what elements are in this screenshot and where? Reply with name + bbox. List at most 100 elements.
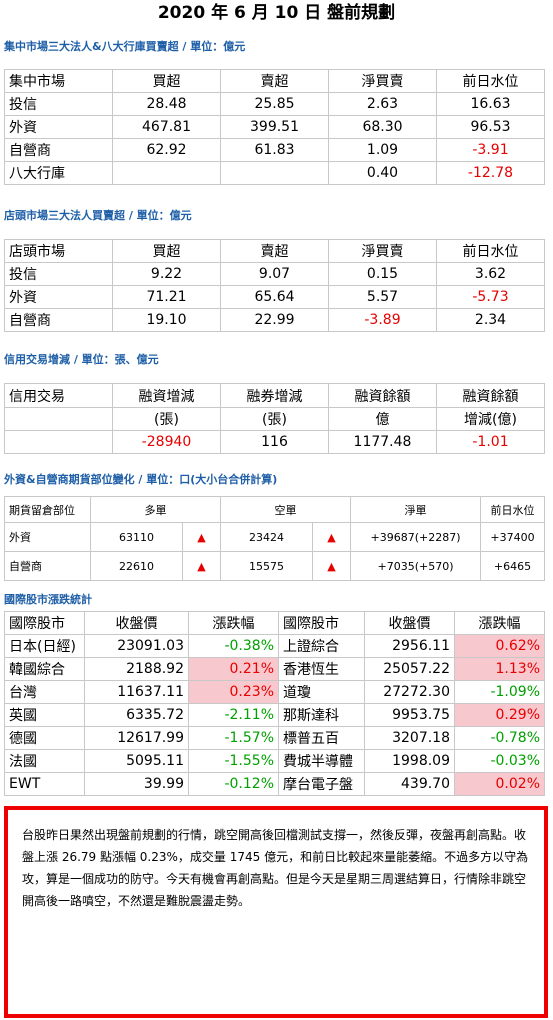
header-cell: 融資餘額: [328, 383, 437, 408]
unit-cell: (張): [112, 407, 221, 431]
header-cell: 買超: [112, 239, 221, 263]
header-cell: 國際股市: [4, 611, 85, 635]
table-row: 投信 28.48 25.85 2.63 16.63: [4, 92, 545, 116]
net-cell: 0.40: [328, 161, 437, 185]
prev-cell: 16.63: [436, 92, 545, 116]
change-cell: 0.23%: [188, 680, 279, 704]
up-triangle-icon: ▲: [312, 522, 351, 552]
row-label: 外資: [4, 522, 91, 552]
market-name: 摩台電子盤: [278, 772, 365, 796]
net-cell: +7035(+570): [350, 551, 481, 581]
table-row: 德國 12617.99 -1.57% 標普五百 3207.18 -0.78%: [4, 726, 545, 750]
table-row: 外資 467.81 399.51 68.30 96.53: [4, 115, 545, 139]
table-row: 韓國綜合 2188.92 0.21% 香港恆生 25057.22 1.13%: [4, 657, 545, 681]
long-cell: 63110: [90, 522, 183, 552]
header-cell: 國際股市: [278, 611, 365, 635]
table-row: 外資 71.21 65.64 5.57 -5.73: [4, 285, 545, 309]
sell-cell: 65.64: [220, 285, 329, 309]
prev-cell: 96.53: [436, 115, 545, 139]
header-cell: 集中市場: [4, 69, 113, 93]
header-cell: 淨單: [350, 496, 481, 523]
otc-market-table: 店頭市場 買超 賣超 淨買賣 前日水位 投信 9.22 9.07 0.15 3.…: [4, 239, 545, 332]
change-cell: -1.55%: [188, 749, 279, 773]
net-cell: 0.15: [328, 262, 437, 286]
prev-cell: -3.91: [436, 138, 545, 162]
change-cell: -1.57%: [188, 726, 279, 750]
prev-cell: -5.73: [436, 285, 545, 309]
sell-cell: 9.07: [220, 262, 329, 286]
row-label: 外資: [4, 115, 113, 139]
header-cell: 買超: [112, 69, 221, 93]
unit-cell: 增減(億): [436, 407, 545, 431]
market-name: 英國: [4, 703, 85, 727]
buy-cell: 71.21: [112, 285, 221, 309]
sell-cell: 399.51: [220, 115, 329, 139]
market-name: 香港恆生: [278, 657, 365, 681]
close-cell: 5095.11: [84, 749, 189, 773]
change-cell: 1.13%: [454, 657, 545, 681]
header-cell: 多單: [90, 496, 221, 523]
up-triangle-icon: ▲: [312, 551, 351, 581]
prev-cell: 2.34: [436, 308, 545, 332]
buy-cell: 467.81: [112, 115, 221, 139]
futures-positions-table: 期貨留倉部位 多單 空單 淨單 前日水位 外資 63110 ▲ 23424 ▲ …: [4, 496, 545, 581]
sell-cell: 61.83: [220, 138, 329, 162]
prev-cell: +37400: [480, 522, 545, 552]
change-cell: -0.03%: [454, 749, 545, 773]
header-cell: 淨買賣: [328, 239, 437, 263]
close-cell: 12617.99: [84, 726, 189, 750]
table-row: 法國 5095.11 -1.55% 費城半導體 1998.09 -0.03%: [4, 749, 545, 773]
header-cell: 漲跌幅: [454, 611, 545, 635]
close-cell: 439.70: [364, 772, 455, 796]
margin-section-heading: 信用交易增減 / 單位：張、億元: [4, 353, 159, 366]
market-name: 法國: [4, 749, 85, 773]
international-markets-table: 國際股市 收盤價 漲跌幅 國際股市 收盤價 漲跌幅 日本(日經) 23091.0…: [4, 611, 545, 796]
net-cell: -3.89: [328, 308, 437, 332]
close-cell: 2188.92: [84, 657, 189, 681]
net-cell: 5.57: [328, 285, 437, 309]
futures-section-heading: 外資&自營商期貨部位變化 / 單位：口(大小台合併計算): [4, 473, 278, 486]
market-name: EWT: [4, 772, 85, 796]
sell-cell: [220, 161, 329, 185]
otc-section-heading: 店頭市場三大法人買賣超 / 單位：億元: [4, 209, 192, 222]
close-cell: 9953.75: [364, 703, 455, 727]
row-label: 投信: [4, 92, 113, 116]
sell-cell: 22.99: [220, 308, 329, 332]
up-triangle-icon: ▲: [182, 551, 221, 581]
market-name: 費城半導體: [278, 749, 365, 773]
close-cell: 1998.09: [364, 749, 455, 773]
header-cell: 前日水位: [436, 239, 545, 263]
change-cell: 0.02%: [454, 772, 545, 796]
table-row: 台灣 11637.11 0.23% 道瓊 27272.30 -1.09%: [4, 680, 545, 704]
header-cell: 前日水位: [436, 69, 545, 93]
table-row: 自營商 19.10 22.99 -3.89 2.34: [4, 308, 545, 332]
header-cell: 融資增減: [112, 383, 221, 408]
row-label: 自營商: [4, 551, 91, 581]
commentary-text: 台股昨日果然出現盤前規劃的行情，跳空開高後回檔測試支撐一，然後反彈，夜盤再創高點…: [22, 828, 529, 908]
buy-cell: 28.48: [112, 92, 221, 116]
buy-cell: 9.22: [112, 262, 221, 286]
close-cell: 39.99: [84, 772, 189, 796]
net-cell: 1.09: [328, 138, 437, 162]
unit-cell: 億: [328, 407, 437, 431]
buy-cell: [112, 161, 221, 185]
short-cell: 23424: [220, 522, 313, 552]
close-cell: 6335.72: [84, 703, 189, 727]
table-row: 外資 63110 ▲ 23424 ▲ +39687(+2287) +37400: [4, 522, 545, 552]
market-name: 標普五百: [278, 726, 365, 750]
market-name: 台灣: [4, 680, 85, 704]
intl-section-heading: 國際股市漲跌統計: [4, 593, 92, 606]
change-cell: -0.12%: [188, 772, 279, 796]
table-row: -28940 116 1177.48 -1.01: [4, 430, 545, 454]
header-cell: 空單: [220, 496, 351, 523]
buy-cell: 62.92: [112, 138, 221, 162]
change-cell: 0.21%: [188, 657, 279, 681]
market-name: 道瓊: [278, 680, 365, 704]
market-name: 韓國綜合: [4, 657, 85, 681]
header-cell: 期貨留倉部位: [4, 496, 91, 523]
commentary-box: 台股昨日果然出現盤前規劃的行情，跳空開高後回檔測試支撐一，然後反彈，夜盤再創高點…: [4, 806, 548, 1018]
header-cell: 漲跌幅: [188, 611, 279, 635]
header-cell: 賣超: [220, 239, 329, 263]
close-cell: 25057.22: [364, 657, 455, 681]
net-cell: 2.63: [328, 92, 437, 116]
